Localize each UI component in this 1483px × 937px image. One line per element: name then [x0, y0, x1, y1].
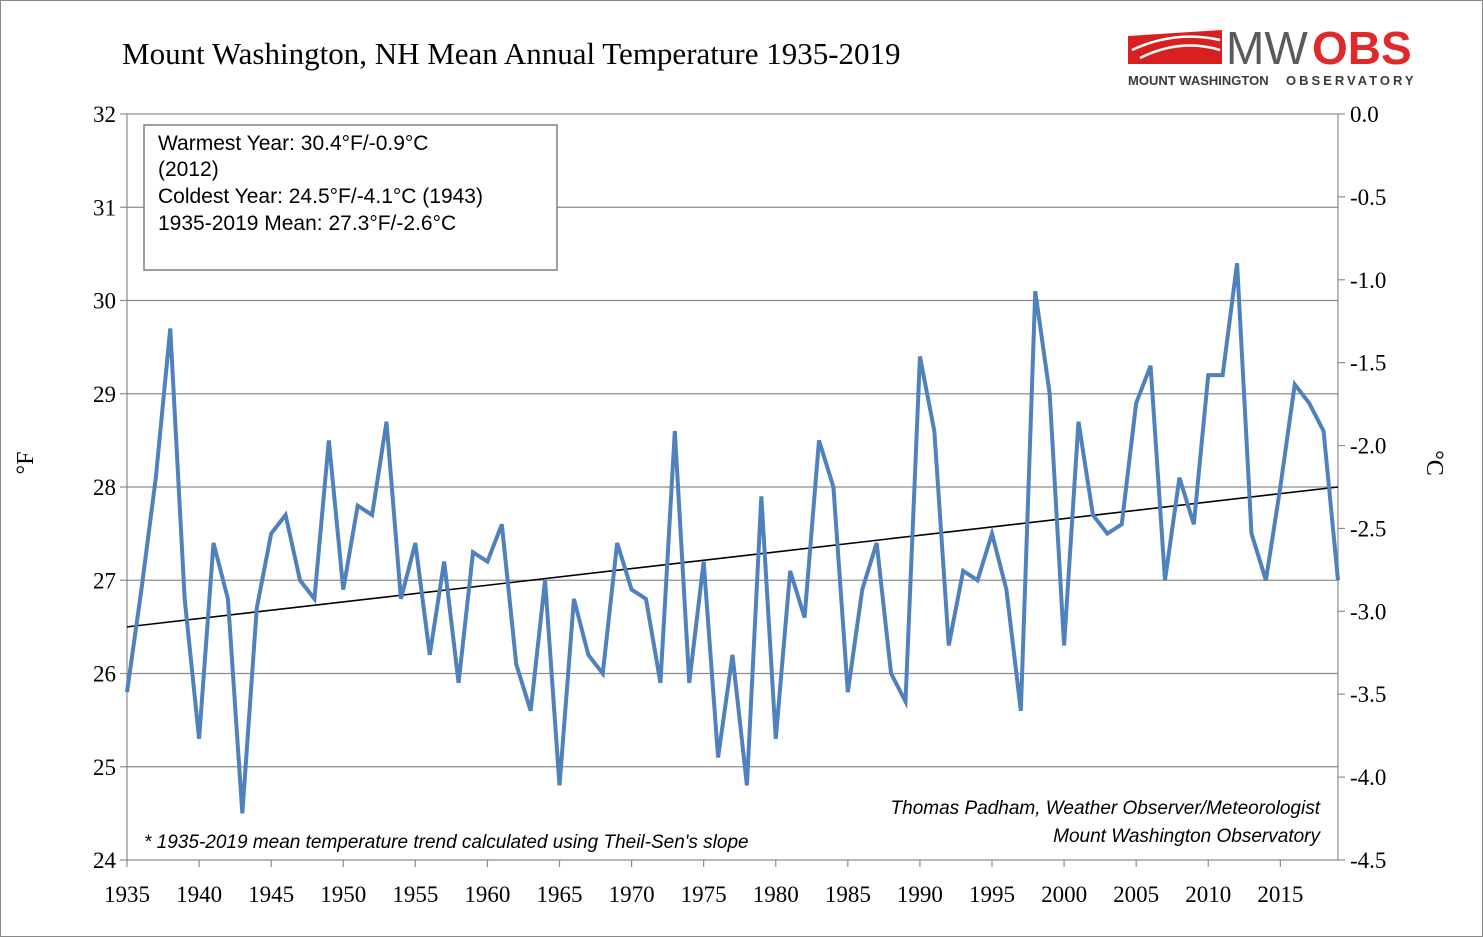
x-tick-label: 1985	[825, 882, 871, 907]
info-warmest-year: (2012)	[158, 158, 219, 181]
credit-line-1: Thomas Padham, Weather Observer/Meteorol…	[891, 798, 1321, 819]
y-tick-label: 25	[93, 755, 116, 780]
logo-obs: OBS	[1312, 22, 1412, 74]
x-tick-label: 1970	[609, 882, 655, 907]
x-tick-label: 1975	[681, 882, 727, 907]
y-axis-label-fahrenheit: °F	[13, 452, 39, 475]
y-tick-label: 30	[93, 289, 116, 314]
y-axis-right-ticks: -4.5 -4.0 -3.5 -3.0 -2.5 -2.0 -1.5 -1.0 -0.5 0.0	[1338, 102, 1386, 873]
y-axis-left-ticks: 24 25 26 27 28 29 30 31 32	[93, 102, 127, 873]
y-tick-label: 26	[93, 662, 116, 687]
y2-tick-label: -4.5	[1350, 848, 1386, 873]
series-line	[125, 262, 1340, 814]
trend-line	[126, 486, 1339, 628]
x-axis-ticks: 1935 1940 1945 1950 1955 1960 1965 1970 1975 1980…	[104, 860, 1303, 907]
y2-tick-label: -1.0	[1350, 268, 1386, 293]
y-tick-label: 29	[93, 382, 116, 407]
y2-tick-label: -1.5	[1350, 351, 1386, 376]
y2-tick-label: 0.0	[1350, 102, 1379, 127]
y2-tick-label: -2.5	[1350, 516, 1386, 541]
y2-tick-label: -0.5	[1350, 185, 1386, 210]
logo-name-light: OBSERVATORY	[1286, 73, 1417, 88]
x-tick-label: 1935	[104, 882, 150, 907]
y-tick-label: 24	[93, 848, 117, 873]
chart-title: Mount Washington, NH Mean Annual Tempera…	[122, 36, 901, 71]
y-tick-label: 31	[93, 195, 116, 220]
info-box: Warmest Year: 30.4°F/-0.9°C (2012) Colde…	[143, 124, 558, 271]
mwobs-logo: MW OBS MOUNT WASHINGTON OBSERVATORY	[1128, 22, 1417, 88]
x-tick-label: 1960	[464, 882, 510, 907]
x-tick-label: 1950	[320, 882, 366, 907]
x-tick-label: 1945	[248, 882, 294, 907]
y2-tick-label: -2.0	[1350, 434, 1386, 459]
y-tick-label: 32	[93, 102, 116, 127]
y2-tick-label: -3.0	[1350, 599, 1386, 624]
info-mean: 1935-2019 Mean: 27.3°F/-2.6°C	[158, 212, 456, 235]
x-tick-label: 1955	[392, 882, 438, 907]
logo-name-bold: MOUNT WASHINGTON	[1128, 73, 1269, 88]
y2-tick-label: -3.5	[1350, 682, 1386, 707]
y2-tick-label: -4.0	[1350, 765, 1386, 790]
x-tick-label: 2015	[1257, 882, 1303, 907]
x-tick-label: 2000	[1041, 882, 1087, 907]
info-warmest: Warmest Year: 30.4°F/-0.9°C	[158, 132, 428, 155]
y-tick-label: 28	[93, 475, 116, 500]
y-tick-label: 27	[93, 568, 116, 593]
info-coldest: Coldest Year: 24.5°F/-4.1°C (1943)	[158, 185, 483, 208]
x-tick-label: 2010	[1185, 882, 1231, 907]
logo-mw: MW	[1226, 22, 1308, 74]
x-tick-label: 1980	[753, 882, 799, 907]
x-tick-label: 2005	[1113, 882, 1159, 907]
trend-note: * 1935-2019 mean temperature trend calcu…	[144, 832, 749, 853]
x-tick-label: 1940	[176, 882, 222, 907]
y-axis-label-celsius: °C	[1421, 450, 1447, 476]
x-tick-label: 1990	[897, 882, 943, 907]
x-tick-label: 1965	[537, 882, 583, 907]
x-tick-label: 1995	[969, 882, 1015, 907]
series-group	[125, 262, 1340, 814]
trend-line-group	[126, 486, 1339, 628]
credit-line-2: Mount Washington Observatory	[1053, 826, 1321, 847]
gridlines	[127, 113, 1338, 768]
